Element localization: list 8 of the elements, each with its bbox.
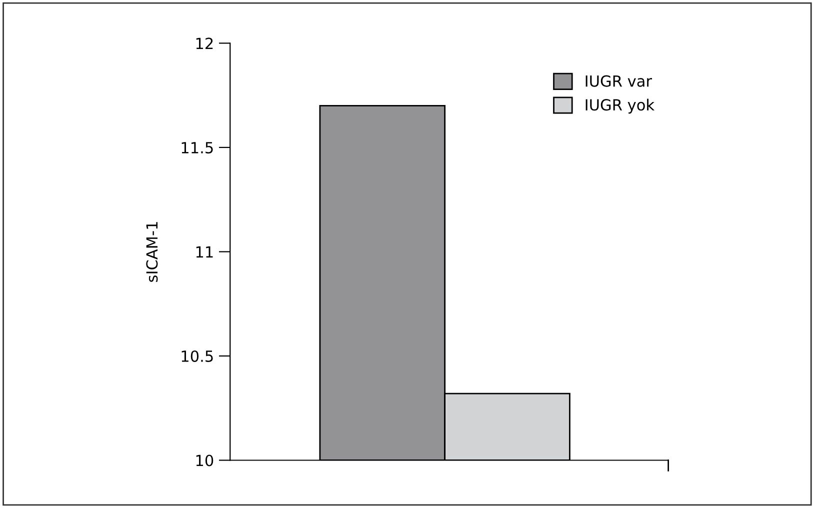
y-axis-title: sICAM-1	[146, 222, 158, 282]
y-tick-label: 10.5	[182, 350, 213, 362]
legend-label: IUGR var	[586, 75, 652, 87]
y-tick-label: 11	[196, 246, 213, 258]
y-tick-label: 11.5	[182, 142, 213, 154]
legend-label: IUGR yok	[586, 98, 655, 114]
y-tick-label: 10	[196, 454, 214, 466]
y-tick-label: 12	[196, 38, 213, 49]
